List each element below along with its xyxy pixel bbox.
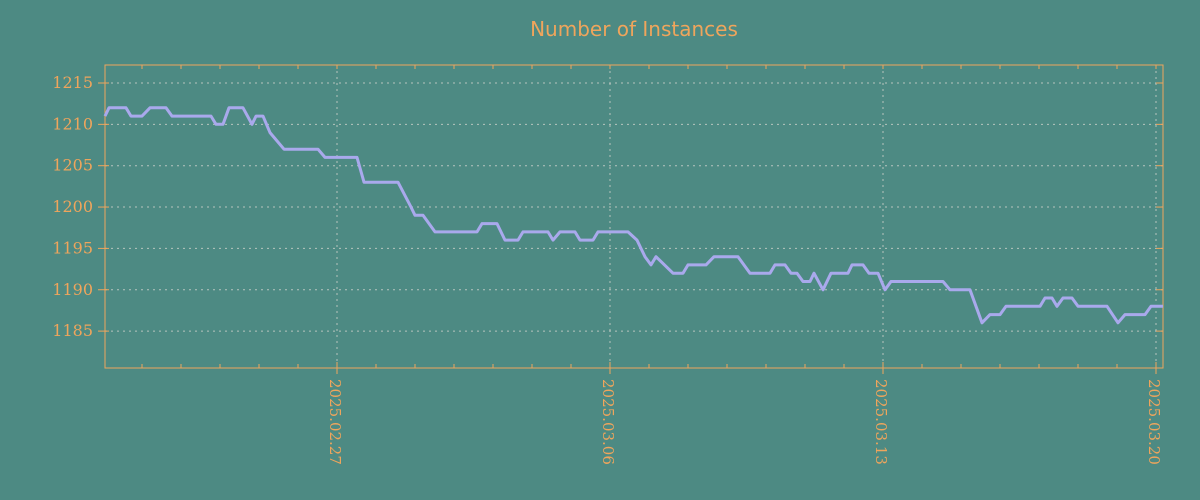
plot-border xyxy=(104,64,1164,369)
y-tick-label: 1195 xyxy=(52,238,93,257)
x-tick-label: 2025.03.20 xyxy=(1145,379,1163,465)
x-tick-label: 2025.03.13 xyxy=(872,379,890,465)
series-line-instances xyxy=(103,106,1163,325)
y-tick-label: 1185 xyxy=(52,321,93,340)
y-tick-label: 1190 xyxy=(52,280,93,299)
x-tick-label: 2025.03.06 xyxy=(599,379,617,465)
y-tick-label: 1215 xyxy=(52,73,93,92)
x-tick-label: 2025.02.27 xyxy=(326,379,344,465)
y-tick-label: 1210 xyxy=(52,114,93,133)
y-tick-label: 1205 xyxy=(52,156,93,175)
chart-title: Number of Instances xyxy=(530,17,738,41)
y-tick-label: 1200 xyxy=(52,197,93,216)
